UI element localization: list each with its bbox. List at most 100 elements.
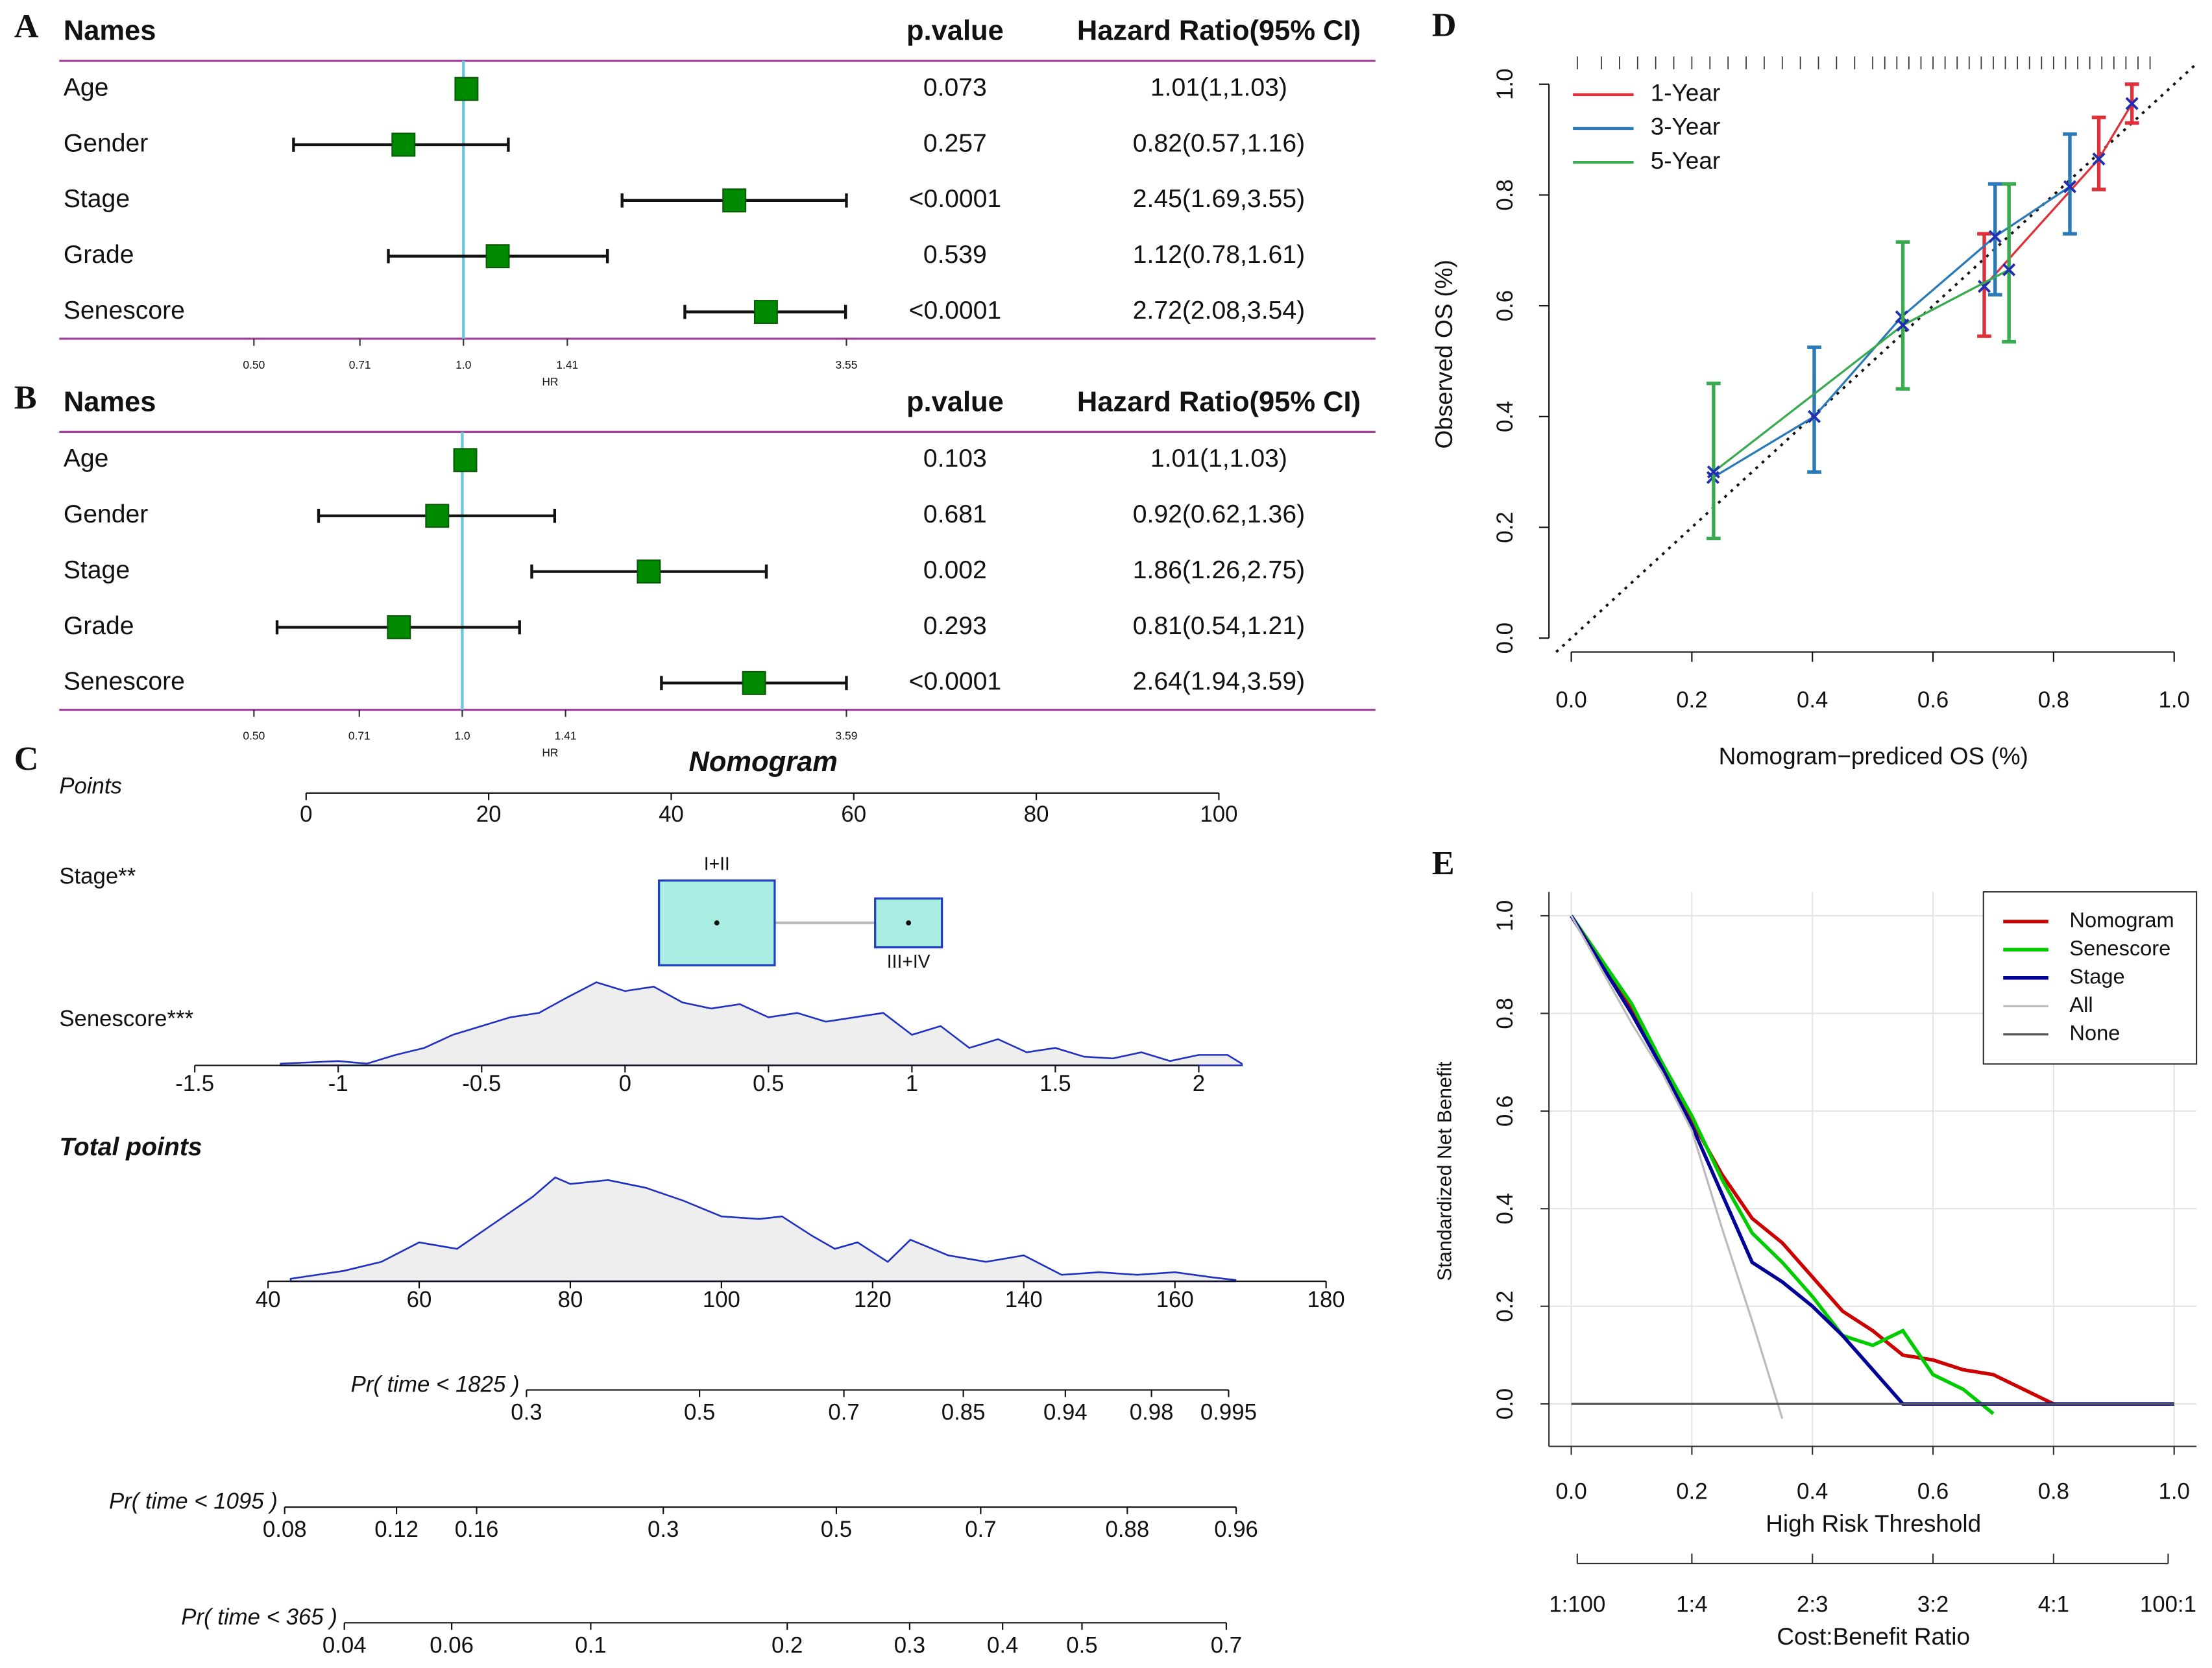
hr-square: [637, 559, 661, 584]
point-marker: [1988, 230, 2002, 243]
row-name: Age: [64, 73, 109, 101]
y-tick-label: 0.4: [1493, 401, 1518, 432]
p-value: 0.293: [923, 612, 987, 640]
secondary-tick-label: 4:1: [2038, 1592, 2069, 1617]
tick-label: 0.12: [374, 1517, 419, 1542]
legend-label: 5-Year: [1651, 147, 1720, 174]
hr-label: 1.86(1.26,2.75): [1133, 556, 1305, 584]
point-marker: [1977, 280, 1991, 293]
column-header: Names: [64, 386, 156, 417]
secondary-tick-label: 1:4: [1676, 1592, 1707, 1617]
tick-label: 0.06: [430, 1633, 474, 1658]
hr-label: 1.01(1,1.03): [1150, 73, 1287, 101]
hr-square: [742, 670, 766, 695]
secondary-tick-label: 2:3: [1797, 1592, 1828, 1617]
tick-label: 0.3: [894, 1633, 925, 1658]
x-tick-label: 0.4: [1797, 688, 1828, 713]
tick-label: 0.04: [322, 1633, 367, 1658]
scale-label: Points: [59, 774, 122, 798]
tick-label: 0.88: [1106, 1517, 1150, 1542]
chart-title: Nomogram: [688, 746, 837, 778]
y-tick-label: 0.2: [1493, 1291, 1518, 1322]
p-value: 0.681: [923, 500, 987, 528]
tick-label: 0.16: [455, 1517, 499, 1542]
p-value: 0.103: [923, 445, 987, 472]
column-header: Names: [64, 16, 156, 47]
hr-label: 2.64(1.94,3.59): [1133, 668, 1305, 696]
tick-label: 60: [841, 802, 866, 827]
legend-label: Nomogram: [2069, 907, 2174, 931]
y-tick-label: 0.8: [1493, 998, 1518, 1029]
hr-label: 0.81(0.54,1.21): [1133, 612, 1305, 640]
secondary-tick-label: 3:2: [1917, 1592, 1949, 1617]
x-tick-label: 0.4: [1797, 1479, 1828, 1504]
y-tick-label: 1.0: [1493, 69, 1518, 100]
hr-label: 1.01(1,1.03): [1150, 445, 1287, 472]
p-value: 0.257: [923, 129, 987, 157]
panel-label: C: [14, 741, 39, 778]
tick-label: 0.3: [648, 1517, 679, 1542]
tick-label: 0.7: [828, 1401, 859, 1425]
stage-point: [714, 920, 720, 926]
p-value: <0.0001: [909, 297, 1002, 325]
y-tick-label: 0.6: [1493, 290, 1518, 321]
hr-label: 2.72(2.08,3.54): [1133, 297, 1305, 325]
scale-label: Total points: [59, 1133, 202, 1161]
row-name: Gender: [64, 129, 149, 157]
row-name: Stage: [64, 185, 130, 213]
tick-label: 0.5: [821, 1517, 852, 1542]
dca-curve: [1570, 914, 1995, 1416]
p-value: 0.073: [923, 73, 987, 101]
x-tick-label: 0.71: [349, 358, 371, 371]
row-name: Stage: [64, 556, 130, 584]
density-area: [280, 981, 1243, 1066]
legend-label: All: [2069, 992, 2093, 1016]
stage-label: III+IV: [887, 951, 930, 972]
tick-label: 1: [906, 1072, 918, 1096]
tick-label: 0.7: [965, 1517, 996, 1542]
panel-label: E: [1432, 845, 1455, 882]
hr-square: [485, 244, 510, 269]
point-marker: [2063, 180, 2077, 193]
tick-label: 0.3: [511, 1401, 542, 1425]
hr-label: 0.92(0.62,1.36): [1133, 500, 1305, 528]
x-tick-label: 0.0: [1555, 1479, 1586, 1504]
tick-label: -1: [328, 1072, 348, 1096]
x-tick-label: 1.0: [2159, 1479, 2190, 1504]
y-tick-label: 1.0: [1493, 900, 1518, 931]
hr-label: 0.82(0.57,1.16): [1133, 129, 1305, 157]
tick-label: 0.98: [1130, 1401, 1174, 1425]
point-marker: [1707, 465, 1720, 479]
x-axis-label: HR: [542, 746, 558, 759]
panel-label: B: [14, 380, 37, 417]
secondary-axis-title: Cost:Benefit Ratio: [1777, 1623, 1970, 1650]
tick-label: 0.96: [1214, 1517, 1258, 1542]
x-axis-label: HR: [542, 375, 558, 388]
y-tick-label: 0.0: [1493, 622, 1518, 654]
tick-label: 40: [256, 1288, 281, 1312]
tick-label: 160: [1156, 1288, 1194, 1312]
hr-square: [722, 188, 747, 213]
scale-label: Pr( time < 1825 ): [351, 1372, 520, 1397]
row-name: Senescore: [64, 297, 185, 325]
y-tick-label: 0.4: [1493, 1193, 1518, 1224]
dca-curve: [1570, 915, 1784, 1419]
tick-label: 20: [476, 802, 502, 827]
p-value: <0.0001: [909, 668, 1002, 696]
column-header: Hazard Ratio(95% CI): [1077, 16, 1361, 47]
point-marker: [2092, 152, 2106, 166]
tick-label: -0.5: [462, 1072, 501, 1096]
tick-label: 60: [407, 1288, 432, 1312]
tick-label: 40: [659, 802, 684, 827]
y-axis-title: Observed OS (%): [1431, 260, 1457, 448]
row-name: Gender: [64, 500, 149, 528]
point-marker: [1896, 318, 1910, 332]
legend-label: 1-Year: [1651, 80, 1720, 106]
tick-label: 100: [703, 1288, 740, 1312]
tick-label: 1.5: [1039, 1072, 1071, 1096]
hr-square: [391, 132, 416, 157]
column-header: Hazard Ratio(95% CI): [1077, 386, 1361, 417]
tick-label: 0.5: [1066, 1633, 1097, 1658]
